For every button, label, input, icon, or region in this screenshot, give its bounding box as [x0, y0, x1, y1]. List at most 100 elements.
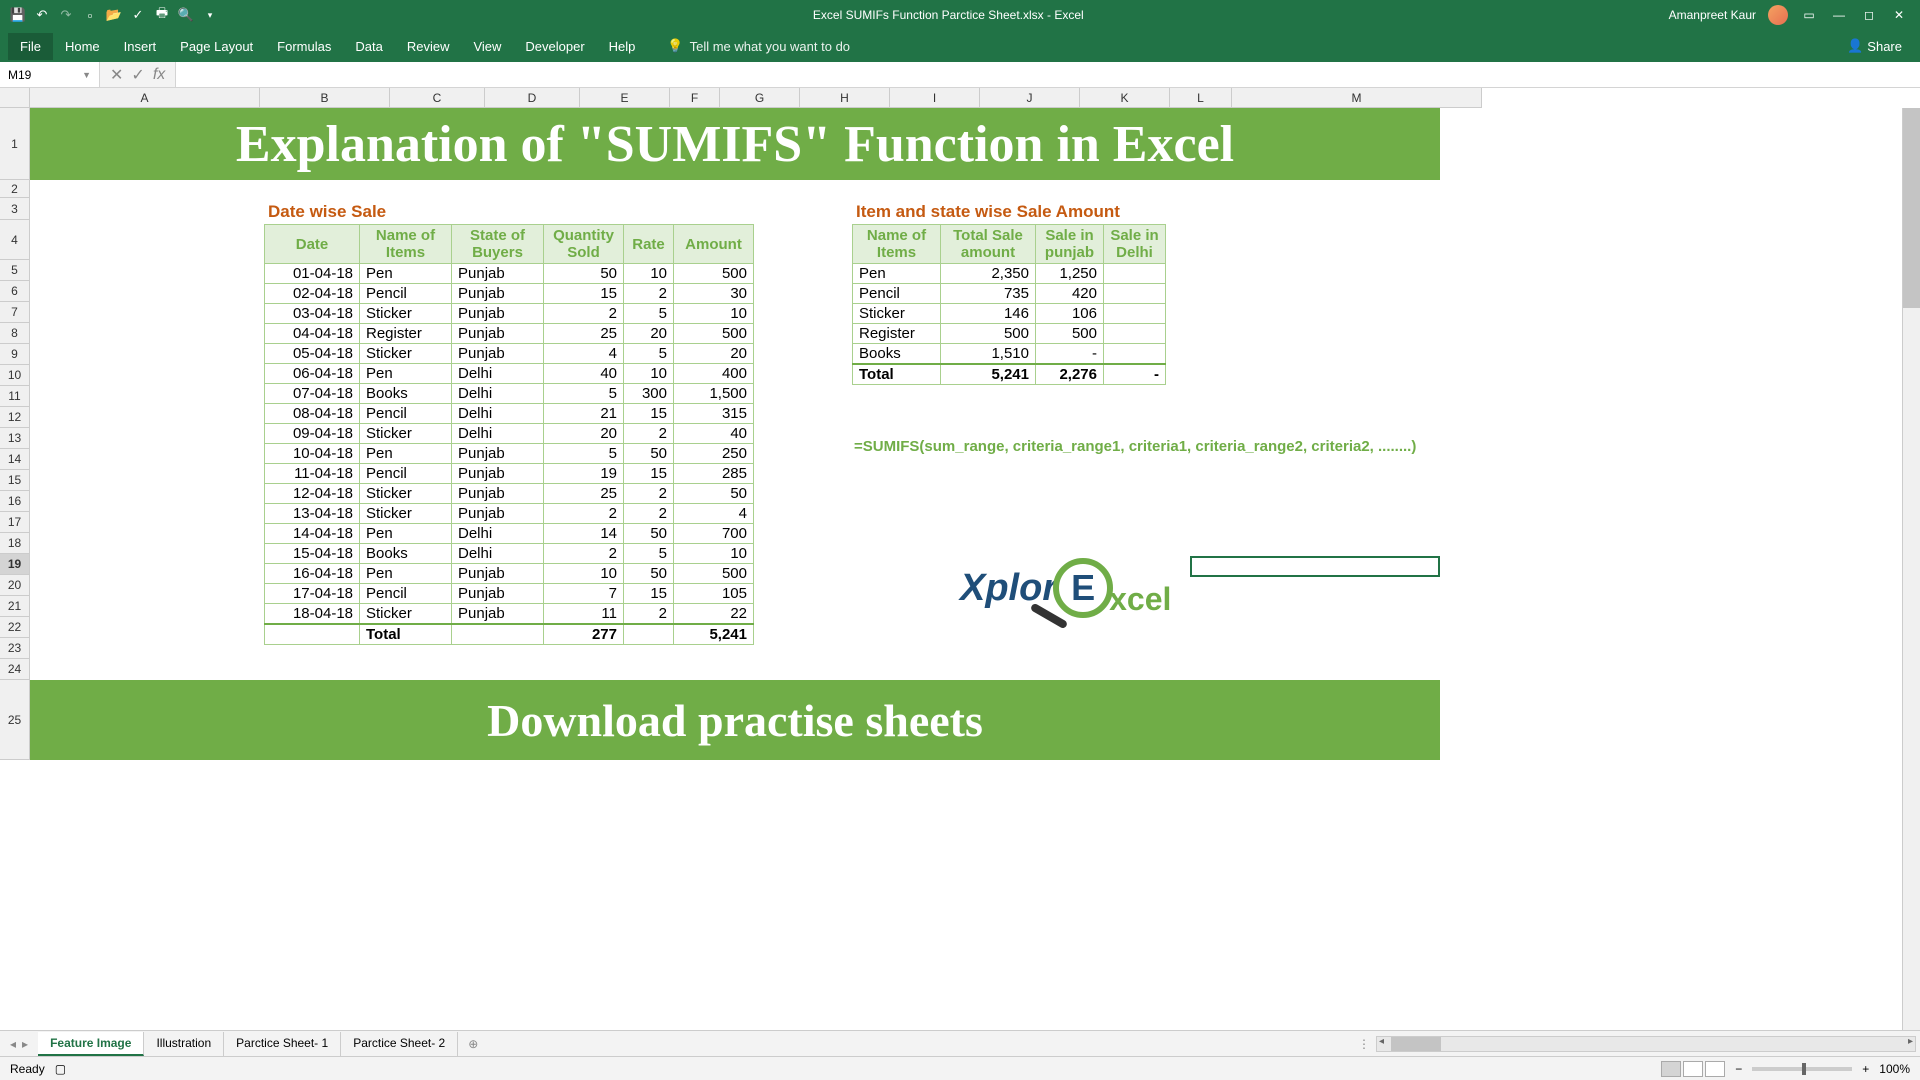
row-header[interactable]: 14 [0, 449, 29, 470]
redo-icon[interactable]: ↷ [58, 7, 74, 23]
row-header[interactable]: 22 [0, 617, 29, 638]
cancel-formula-icon[interactable]: ✕ [110, 65, 123, 85]
quickprint-icon[interactable]: 🖶 [154, 7, 170, 23]
vertical-scrollbar[interactable] [1902, 108, 1920, 1030]
table-row[interactable]: Register500500 [853, 324, 1166, 344]
sheet-tab[interactable]: Illustration [144, 1032, 224, 1056]
table-row[interactable]: 10-04-18PenPunjab550250 [265, 444, 754, 464]
row-header[interactable]: 18 [0, 533, 29, 554]
page-break-view-button[interactable] [1705, 1061, 1725, 1077]
table-row[interactable]: Books1,510- [853, 344, 1166, 365]
row-header[interactable]: 6 [0, 281, 29, 302]
ribbon-tab-insert[interactable]: Insert [112, 33, 169, 60]
table-row[interactable]: 08-04-18PencilDelhi2115315 [265, 404, 754, 424]
close-icon[interactable]: ✕ [1890, 6, 1908, 24]
user-avatar[interactable] [1768, 5, 1788, 25]
undo-icon[interactable]: ↶ [34, 7, 50, 23]
tab-nav-prev-icon[interactable]: ◂ [10, 1037, 16, 1051]
column-header[interactable]: E [580, 88, 670, 107]
sheet-tab[interactable]: Feature Image [38, 1032, 144, 1056]
row-header[interactable]: 7 [0, 302, 29, 323]
row-header[interactable]: 15 [0, 470, 29, 491]
new-file-icon[interactable]: ▫ [82, 7, 98, 23]
row-header[interactable]: 8 [0, 323, 29, 344]
table-row[interactable]: Pencil735420 [853, 284, 1166, 304]
table-row[interactable]: 06-04-18PenDelhi4010400 [265, 364, 754, 384]
row-header[interactable]: 19 [0, 554, 29, 575]
table-row[interactable]: Sticker146106 [853, 304, 1166, 324]
row-header[interactable]: 11 [0, 386, 29, 407]
normal-view-button[interactable] [1661, 1061, 1681, 1077]
table-row[interactable]: 18-04-18StickerPunjab11222 [265, 604, 754, 625]
spellcheck-icon[interactable]: ✓ [130, 7, 146, 23]
column-header[interactable]: K [1080, 88, 1170, 107]
row-header[interactable]: 12 [0, 407, 29, 428]
formula-input[interactable] [176, 62, 1920, 87]
table-row[interactable]: Pen2,3501,250 [853, 264, 1166, 284]
column-header[interactable]: J [980, 88, 1080, 107]
open-file-icon[interactable]: 📂 [106, 7, 122, 23]
ribbon-tab-data[interactable]: Data [343, 33, 394, 60]
column-header[interactable]: M [1232, 88, 1482, 107]
active-cell[interactable] [1190, 556, 1440, 577]
ribbon-tab-file[interactable]: File [8, 33, 53, 60]
ribbon-tab-view[interactable]: View [461, 33, 513, 60]
cell-grid[interactable]: Explanation of "SUMIFS" Function in Exce… [30, 108, 1920, 1030]
row-header[interactable]: 9 [0, 344, 29, 365]
row-header[interactable]: 17 [0, 512, 29, 533]
row-header[interactable]: 3 [0, 198, 29, 220]
page-layout-view-button[interactable] [1683, 1061, 1703, 1077]
row-header[interactable]: 25 [0, 680, 29, 760]
column-header[interactable]: G [720, 88, 800, 107]
save-icon[interactable]: 💾 [10, 7, 26, 23]
minimize-icon[interactable]: — [1830, 6, 1848, 24]
table-row[interactable]: 16-04-18PenPunjab1050500 [265, 564, 754, 584]
ribbon-tab-help[interactable]: Help [597, 33, 648, 60]
row-header[interactable]: 10 [0, 365, 29, 386]
zoom-out-button[interactable]: − [1735, 1062, 1742, 1076]
table-row[interactable]: 03-04-18StickerPunjab2510 [265, 304, 754, 324]
row-header[interactable]: 16 [0, 491, 29, 512]
table-row[interactable]: 04-04-18RegisterPunjab2520500 [265, 324, 754, 344]
row-header[interactable]: 23 [0, 638, 29, 659]
enter-formula-icon[interactable]: ✓ [131, 65, 144, 85]
zoom-in-button[interactable]: + [1862, 1062, 1869, 1076]
maximize-icon[interactable]: ◻ [1860, 6, 1878, 24]
print-preview-icon[interactable]: 🔍 [178, 7, 194, 23]
row-header[interactable]: 24 [0, 659, 29, 680]
ribbon-tab-formulas[interactable]: Formulas [265, 33, 343, 60]
column-header[interactable]: F [670, 88, 720, 107]
zoom-slider[interactable] [1752, 1067, 1852, 1071]
ribbon-tab-developer[interactable]: Developer [513, 33, 596, 60]
row-header[interactable]: 5 [0, 260, 29, 281]
row-header[interactable]: 13 [0, 428, 29, 449]
table-row[interactable]: 05-04-18StickerPunjab4520 [265, 344, 754, 364]
table-row[interactable]: 15-04-18BooksDelhi2510 [265, 544, 754, 564]
fx-icon[interactable]: fx [153, 66, 165, 84]
ribbon-tab-page-layout[interactable]: Page Layout [168, 33, 265, 60]
column-header[interactable]: B [260, 88, 390, 107]
zoom-level[interactable]: 100% [1879, 1062, 1910, 1076]
sheet-tab[interactable]: Parctice Sheet- 2 [341, 1032, 458, 1056]
macro-record-icon[interactable]: ▢ [55, 1062, 66, 1076]
ribbon-tab-review[interactable]: Review [395, 33, 462, 60]
row-header[interactable]: 21 [0, 596, 29, 617]
table-row[interactable]: 17-04-18PencilPunjab715105 [265, 584, 754, 604]
column-header[interactable]: H [800, 88, 890, 107]
table-row[interactable]: 14-04-18PenDelhi1450700 [265, 524, 754, 544]
tell-me-search[interactable]: 💡 Tell me what you want to do [667, 38, 850, 54]
share-button[interactable]: 👤 Share [1837, 34, 1912, 58]
select-all-corner[interactable] [0, 88, 30, 108]
row-header[interactable]: 20 [0, 575, 29, 596]
table-row[interactable]: 07-04-18BooksDelhi53001,500 [265, 384, 754, 404]
tab-nav-next-icon[interactable]: ▸ [22, 1037, 28, 1051]
column-header[interactable]: L [1170, 88, 1232, 107]
row-header[interactable]: 2 [0, 180, 29, 198]
name-box-dropdown-icon[interactable]: ▼ [82, 70, 91, 80]
horizontal-scrollbar[interactable]: ◂ ▸ [1376, 1036, 1916, 1052]
ribbon-tab-home[interactable]: Home [53, 33, 112, 60]
table-row[interactable]: 11-04-18PencilPunjab1915285 [265, 464, 754, 484]
sheet-tab[interactable]: Parctice Sheet- 1 [224, 1032, 341, 1056]
row-header[interactable]: 4 [0, 220, 29, 260]
column-header[interactable]: C [390, 88, 485, 107]
